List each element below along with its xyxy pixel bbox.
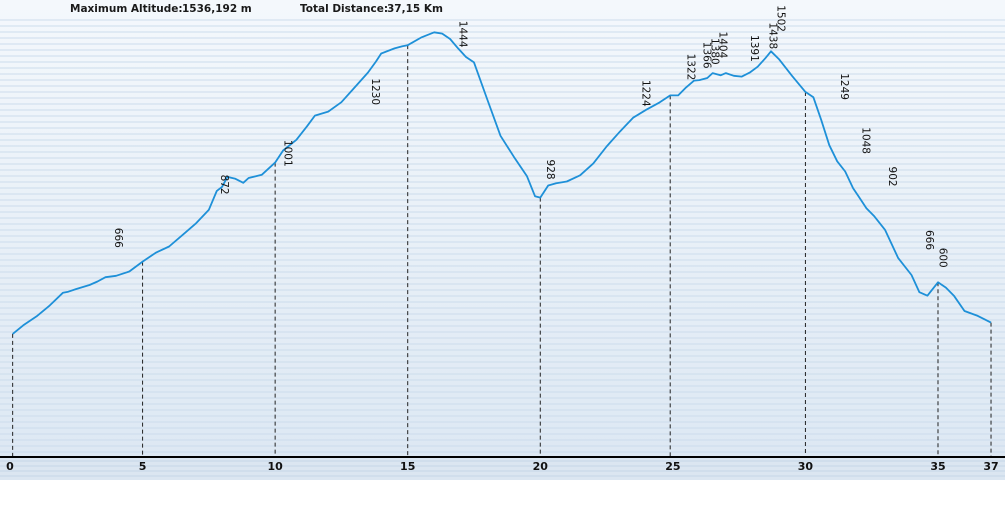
x-tick-label: 15 [400,460,415,473]
elevation-point-label: 1404 [716,32,728,59]
elevation-point-label: 928 [544,160,556,180]
elevation-profile-line [12,31,992,335]
elevation-point-label: 1322 [684,54,696,81]
x-tick-label: 25 [665,460,680,473]
elevation-point-label: 1224 [639,80,651,107]
elevation-point-label: 1391 [748,35,760,62]
max-altitude-label: Maximum Altitude: [70,3,183,15]
axis-band [0,458,1005,480]
x-tick-label: 37 [983,460,998,473]
x-tick-label: 35 [930,460,945,473]
elevation-point-label: 1444 [456,21,468,48]
elevation-point-label: 1502 [775,5,787,32]
elevation-point-label: 1001 [281,140,293,167]
elevation-point-label: 872 [218,175,230,195]
elevation-point-label: 1438 [767,22,779,49]
x-axis-ticks: 0 5 10 15 20 25 30 35 37 [6,460,999,473]
marker-drop-lines [12,45,992,457]
x-tick-label: 30 [798,460,814,473]
elevation-point-label: 1048 [859,127,871,154]
plot-background [0,0,1005,458]
grid-lines [0,19,1005,453]
elevation-point-label: 1230 [369,78,381,105]
elevation-point-label: 1366 [700,42,712,69]
total-distance-value: 37,15 Km [387,3,443,15]
x-tick-label: 5 [139,460,147,473]
x-tick-label: 0 [6,460,14,473]
elevation-point-label: 666 [112,228,124,248]
axis-band-fill [0,458,1005,480]
elevation-point-label: 666 [923,230,935,250]
max-altitude-value: 1536,192 m [182,3,252,15]
elevation-point-label: 902 [886,167,898,187]
elevation-point-label: 1380 [708,38,720,65]
x-tick-label: 20 [533,460,549,473]
point-labels: 666 872 1001 1230 1444 928 1224 1322 13661380140… [112,5,949,268]
x-tick-label: 10 [267,460,283,473]
elevation-point-label: 600 [936,248,948,268]
elevation-point-label: 1249 [838,73,850,100]
total-distance-label: Total Distance: [300,3,388,15]
